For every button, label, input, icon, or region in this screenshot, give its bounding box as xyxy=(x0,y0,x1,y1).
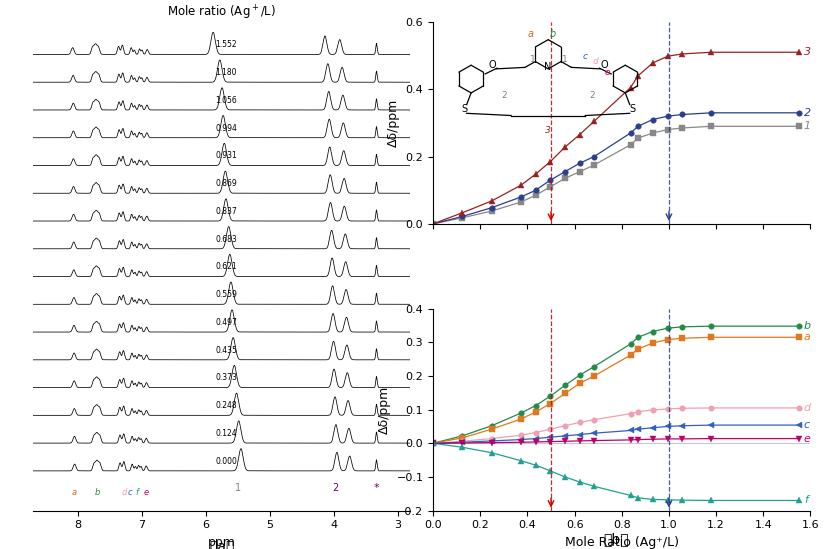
Text: *: * xyxy=(374,483,380,494)
Text: 0.248: 0.248 xyxy=(215,401,237,410)
Text: 0.435: 0.435 xyxy=(215,346,237,355)
Text: e: e xyxy=(144,488,149,497)
Text: 0.497: 0.497 xyxy=(215,318,237,327)
Text: c: c xyxy=(128,488,132,497)
Text: 0.559: 0.559 xyxy=(215,290,237,299)
Text: a: a xyxy=(72,488,77,497)
Text: d: d xyxy=(122,488,127,497)
Text: 0.931: 0.931 xyxy=(215,152,237,160)
Text: 1.180: 1.180 xyxy=(215,68,237,77)
Text: 0.869: 0.869 xyxy=(215,179,237,188)
Text: 1.056: 1.056 xyxy=(215,96,237,105)
Text: 2: 2 xyxy=(804,108,811,118)
Title: Mole ratio (Ag$^+$/L): Mole ratio (Ag$^+$/L) xyxy=(167,4,276,22)
Text: f: f xyxy=(804,496,808,506)
Text: 0.683: 0.683 xyxy=(215,234,237,244)
Text: 0.124: 0.124 xyxy=(215,429,237,438)
Text: 0.373: 0.373 xyxy=(215,373,237,382)
X-axis label: Mole Ratio (Ag⁺/L): Mole Ratio (Ag⁺/L) xyxy=(565,536,679,549)
Text: （a）: （a） xyxy=(209,540,234,549)
Text: 0.621: 0.621 xyxy=(215,262,237,271)
Y-axis label: Δδ/ppm: Δδ/ppm xyxy=(387,99,400,147)
Text: 0.000: 0.000 xyxy=(215,457,237,466)
Text: 0.837: 0.837 xyxy=(215,207,237,216)
Text: f: f xyxy=(135,488,138,497)
Text: d: d xyxy=(804,403,811,413)
X-axis label: ppm: ppm xyxy=(208,536,236,549)
Text: e: e xyxy=(804,434,810,444)
Text: 3: 3 xyxy=(804,47,811,57)
Text: 2: 2 xyxy=(332,483,338,494)
Text: 0.994: 0.994 xyxy=(215,124,237,132)
Text: （b）: （b） xyxy=(604,532,629,546)
Text: c: c xyxy=(804,420,810,430)
Text: 1.552: 1.552 xyxy=(215,40,237,49)
Text: 1: 1 xyxy=(804,121,811,131)
Text: b: b xyxy=(804,321,811,331)
Text: b: b xyxy=(94,488,100,497)
Text: a: a xyxy=(804,332,810,342)
Text: 1: 1 xyxy=(235,483,241,494)
Y-axis label: Δδ/ppm: Δδ/ppm xyxy=(378,385,390,434)
